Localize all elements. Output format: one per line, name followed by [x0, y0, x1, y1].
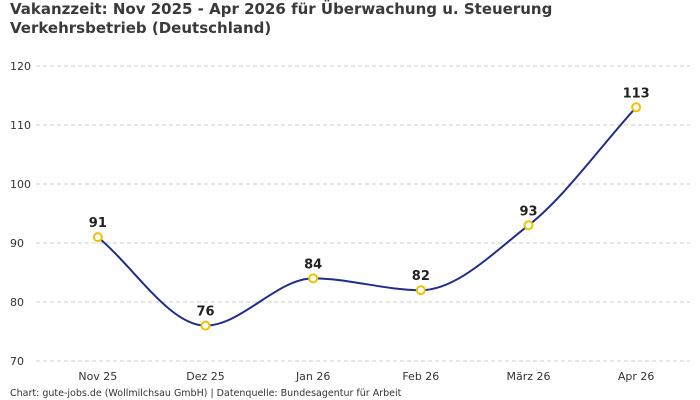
- grid-layer: [36, 65, 690, 362]
- x-tick-label: Feb 26: [402, 370, 439, 383]
- marker-layer: [92, 102, 642, 331]
- y-tick-label: 100: [10, 178, 31, 191]
- data-label: 82: [412, 269, 430, 284]
- x-tick-label: März 26: [506, 370, 550, 383]
- y-axis-ticks: 70 80 90 100 110 120: [10, 60, 31, 368]
- data-point-marker: [200, 320, 211, 331]
- x-tick-label: Jan 26: [295, 370, 330, 383]
- x-axis-ticks: Nov 25 Dez 25 Jan 26 Feb 26 März 26 Apr 26: [78, 370, 654, 383]
- data-label-layer: 91 76 84 82 93 113: [89, 86, 650, 319]
- data-label: 76: [196, 305, 214, 320]
- data-label: 113: [623, 86, 650, 101]
- x-tick-label: Apr 26: [618, 370, 655, 383]
- chart-source-footer: Chart: gute-jobs.de (Wollmilchsau GmbH) …: [10, 388, 402, 399]
- y-tick-label: 120: [10, 60, 31, 73]
- series-layer: [97, 106, 637, 327]
- x-tick-label: Nov 25: [78, 370, 117, 383]
- data-label: 84: [304, 257, 322, 272]
- y-tick-label: 90: [10, 237, 24, 250]
- data-point-marker: [523, 220, 534, 231]
- data-label: 93: [519, 204, 537, 219]
- chart-title: Vakanzzeit: Nov 2025 - Apr 2026 für Über…: [10, 0, 553, 37]
- data-point-marker: [92, 232, 103, 243]
- data-point-marker: [308, 273, 319, 284]
- data-point-marker: [415, 285, 426, 296]
- y-tick-label: 80: [10, 296, 24, 309]
- y-tick-label: 110: [10, 119, 31, 132]
- data-point-marker: [631, 102, 642, 113]
- y-tick-label: 70: [10, 355, 24, 368]
- data-label: 91: [89, 216, 107, 231]
- x-tick-label: Dez 25: [186, 370, 225, 383]
- series-line: [97, 106, 637, 327]
